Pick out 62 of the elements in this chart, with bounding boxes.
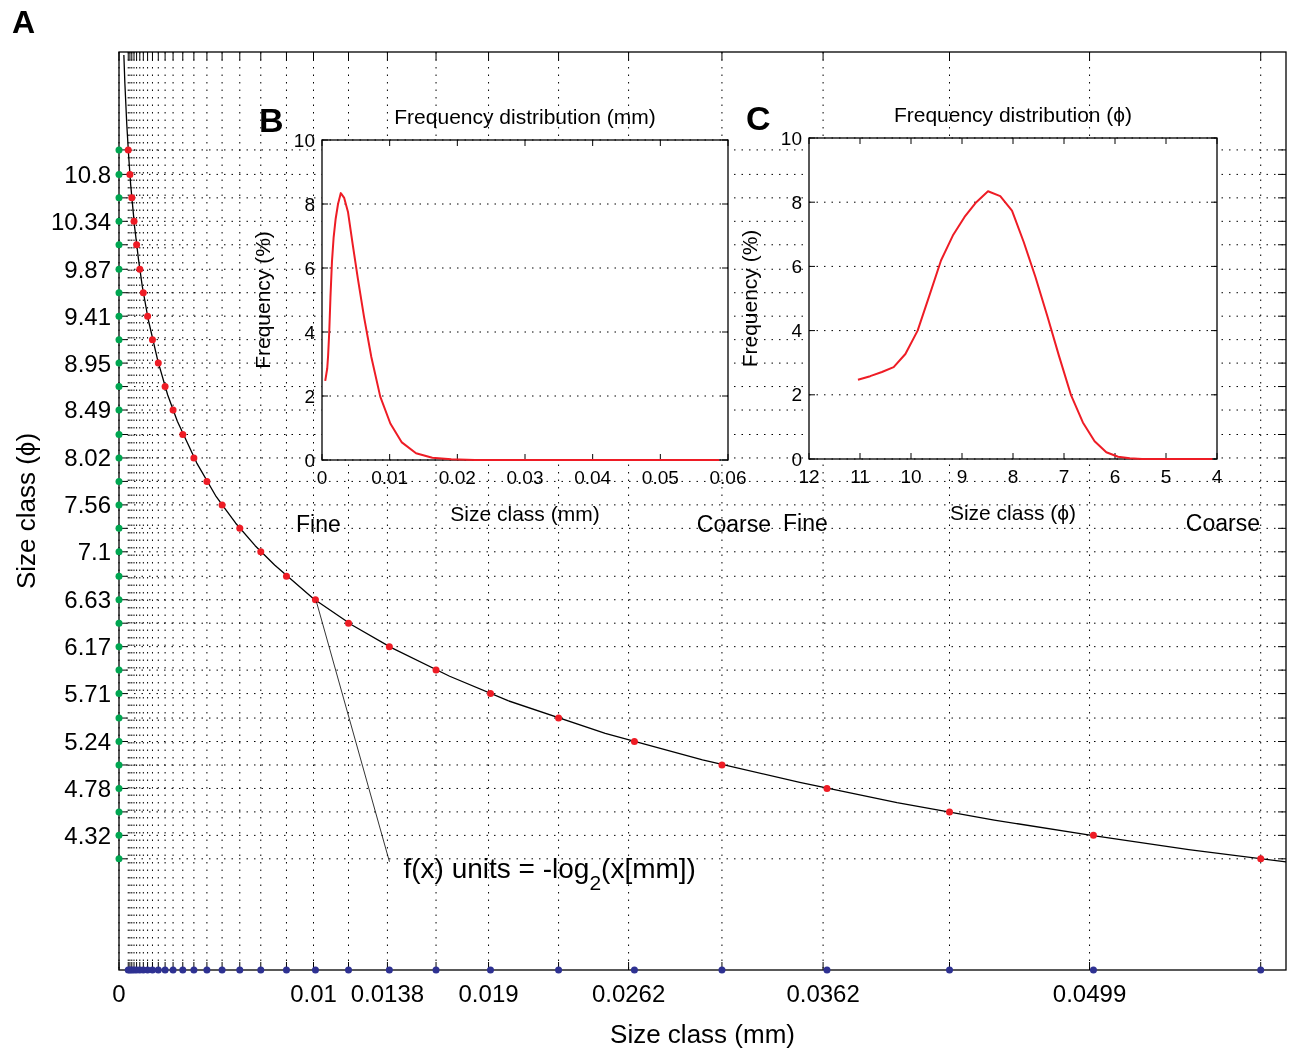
x-tick-label: 7 <box>1058 466 1070 487</box>
x-tick-label: 0.01 <box>371 467 409 488</box>
x-tick-label: 0.019 <box>458 980 519 1007</box>
y-tick-label: 6 <box>304 257 315 279</box>
y-tick-label: 6.17 <box>64 633 111 661</box>
x-axis-title: Size class (mm) <box>610 1019 795 1049</box>
x-tick-label: 0.0362 <box>786 980 860 1007</box>
y-tick-label: 10 <box>780 127 802 149</box>
x-tick-label: 0.05 <box>641 467 679 488</box>
y-tick-label: 4 <box>791 320 803 342</box>
y-tick-label: 9.87 <box>64 255 111 283</box>
x-tick-label: 0.02 <box>438 467 476 488</box>
y-axis-title: Frequency (%) <box>251 231 274 369</box>
y-tick-label: 4 <box>304 321 316 343</box>
x-tick-label: 0.01 <box>290 980 337 1007</box>
y-tick-label: 4.78 <box>64 774 111 802</box>
annotation: Coarse <box>696 511 771 537</box>
x-axis-title: Size class (mm) <box>450 502 600 525</box>
y-tick-label: 7.56 <box>64 491 111 519</box>
y-tick-label: 8 <box>791 191 802 213</box>
y-tick-label: 10 <box>293 129 315 151</box>
x-tick-label: 0.0138 <box>350 980 425 1007</box>
x-tick-label: 5 <box>1160 466 1172 487</box>
y-tick-label: 5.71 <box>64 679 111 707</box>
y-tick-label: 8.95 <box>64 349 111 377</box>
y-tick-label: 10.8 <box>64 160 111 188</box>
y-tick-label: 8.49 <box>64 396 111 424</box>
y-tick-label: 4.32 <box>64 821 111 849</box>
annotation: B <box>259 101 284 139</box>
x-tick-label: 0.03 <box>506 467 544 488</box>
annotation: Fine <box>296 511 341 537</box>
x-tick-label: 11 <box>850 466 870 487</box>
y-tick-label: 8.02 <box>64 444 111 472</box>
y-tick-label: 10.34 <box>50 207 111 235</box>
annotation: f(x) units = -log$_{2}$(x[mm]) <box>403 852 696 894</box>
y-tick-label: 0 <box>304 449 315 471</box>
y-tick-label: 7.1 <box>77 538 111 566</box>
x-tick-label: 8 <box>1007 466 1019 487</box>
annotation: Coarse <box>1185 510 1260 536</box>
annotation: C <box>746 99 771 137</box>
y-tick-label: 6.63 <box>64 586 111 614</box>
x-tick-label: 4 <box>1211 466 1223 487</box>
y-tick-label: 5.24 <box>64 727 111 755</box>
x-tick-label: 0.0262 <box>591 980 666 1007</box>
x-tick-label: 0.06 <box>709 467 747 488</box>
y-tick-label: 2 <box>791 384 802 406</box>
y-tick-label: 9.41 <box>64 302 111 330</box>
y-tick-label: 8 <box>304 193 315 215</box>
x-tick-label: 6 <box>1109 466 1121 487</box>
x-axis-title: Size class (ϕ) <box>949 501 1077 524</box>
x-tick-label: 0.04 <box>574 467 612 488</box>
y-axis-title: Size class (ϕ) <box>11 432 41 590</box>
chart-title: A <box>12 4 36 40</box>
y-tick-label: 6 <box>791 256 802 278</box>
x-tick-label: 9 <box>956 466 968 487</box>
y-tick-label: 2 <box>304 385 315 407</box>
y-axis-title: Frequency (%) <box>738 229 761 368</box>
chart-title: Frequency distribution (mm) <box>394 105 656 128</box>
chart-title: Frequency distribution (ϕ) <box>893 103 1133 126</box>
x-tick-label: 0.0499 <box>1052 980 1127 1007</box>
x-tick-label: 10 <box>900 466 922 487</box>
annotation: Fine <box>783 510 828 536</box>
